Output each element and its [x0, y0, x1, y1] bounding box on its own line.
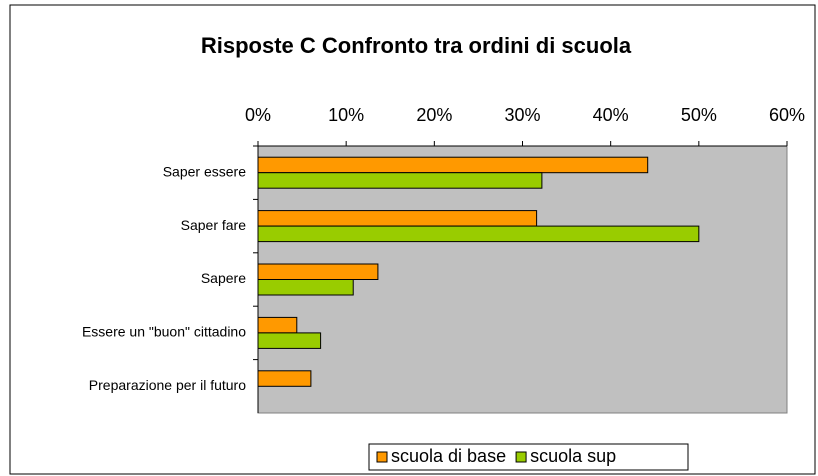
y-tick-label: Preparazione per il futuro [89, 377, 246, 393]
bar [257, 279, 354, 296]
legend-label: scuola di base [391, 446, 506, 466]
y-tick-label: Essere un "buon" cittadino [82, 324, 246, 340]
x-tick-label: 0% [245, 105, 271, 125]
bar [257, 225, 700, 243]
bar [257, 210, 538, 227]
bar [257, 172, 543, 189]
x-tick-label: 20% [416, 105, 452, 125]
legend-label: scuola sup [530, 446, 616, 466]
x-tick-label: 50% [681, 105, 717, 125]
y-tick-label: Saper essere [163, 163, 246, 179]
legend-swatch [376, 451, 388, 463]
bar [257, 263, 379, 280]
bar [257, 370, 312, 387]
x-tick-label: 60% [769, 105, 805, 125]
legend-swatch [515, 451, 527, 463]
y-tick-label: Saper fare [181, 217, 247, 233]
x-tick-label: 40% [593, 105, 629, 125]
y-tick-label: Sapere [201, 270, 246, 286]
x-tick-label: 10% [328, 105, 364, 125]
x-tick-label: 30% [504, 105, 540, 125]
legend-box [368, 443, 689, 471]
chart-title: Risposte C Confronto tra ordini di scuol… [201, 33, 632, 58]
bar [257, 332, 322, 349]
bar [257, 156, 649, 174]
bar [257, 316, 298, 334]
